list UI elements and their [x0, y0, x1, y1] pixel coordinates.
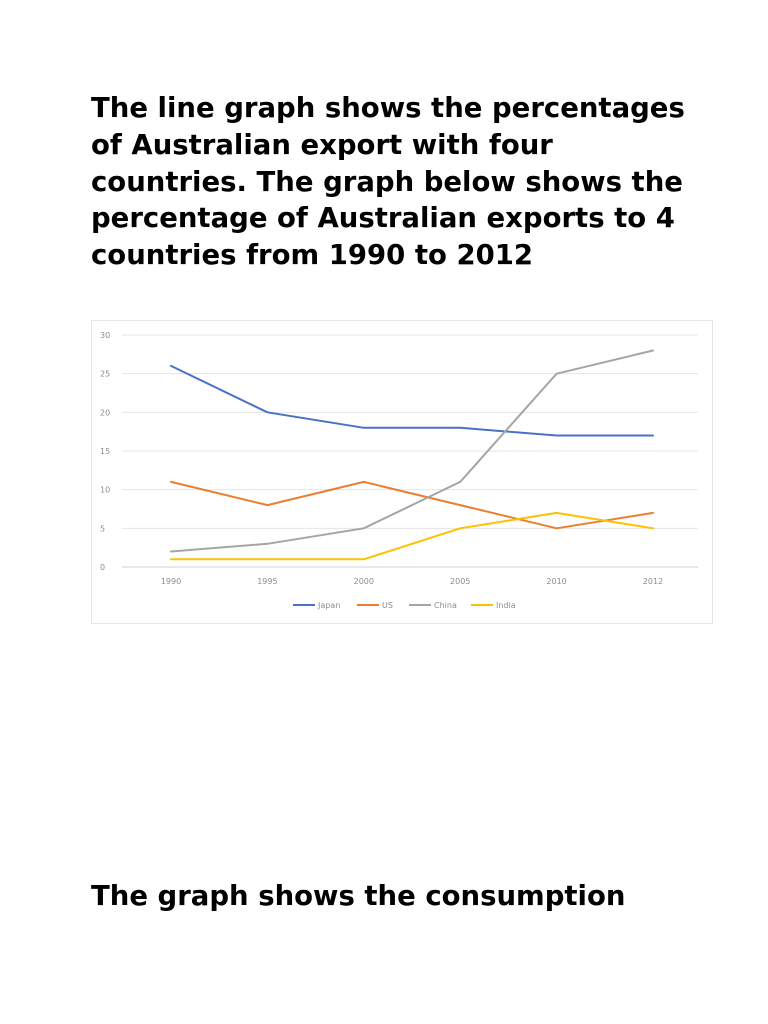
- x-tick-label: 2005: [450, 577, 470, 586]
- series-line-japan: [170, 364, 654, 437]
- series-lines: [170, 349, 654, 561]
- y-tick-label: 5: [100, 524, 105, 533]
- x-tick-label: 1995: [257, 577, 277, 586]
- series-line-us: [170, 480, 654, 530]
- grid-lines: [122, 334, 698, 568]
- x-tick-label: 2012: [643, 577, 663, 586]
- chart-legend: Japan US China India: [293, 601, 516, 610]
- legend-label-china: China: [434, 601, 457, 610]
- line-chart: 0 5 10 15 20 25 30 1990 1995 2000 2005 2010 2012 Ja…: [91, 320, 713, 624]
- y-tick-label: 10: [100, 486, 110, 495]
- y-tick-label: 30: [100, 331, 110, 340]
- heading-paragraph-1: The line graph shows the percentages of …: [91, 92, 685, 272]
- x-tick-label: 1990: [161, 577, 181, 586]
- y-tick-label: 15: [100, 447, 110, 456]
- x-axis-ticks: 1990 1995 2000 2005 2010 2012: [161, 577, 663, 586]
- y-tick-label: 20: [100, 408, 110, 417]
- legend-label-japan: Japan: [317, 601, 340, 610]
- series-line-india: [170, 511, 654, 561]
- chart-canvas: 0 5 10 15 20 25 30 1990 1995 2000 2005 2010 2012 Ja…: [100, 331, 698, 610]
- x-tick-label: 2010: [546, 577, 566, 586]
- y-tick-label: 25: [100, 370, 110, 379]
- legend-label-us: US: [382, 601, 393, 610]
- heading-paragraph-2: The graph shows the consumption: [91, 880, 626, 912]
- y-tick-label: 0: [100, 563, 105, 572]
- series-line-china: [170, 349, 654, 553]
- x-tick-label: 2000: [354, 577, 374, 586]
- y-axis-ticks: 0 5 10 15 20 25 30: [100, 331, 110, 572]
- legend-label-india: India: [496, 601, 516, 610]
